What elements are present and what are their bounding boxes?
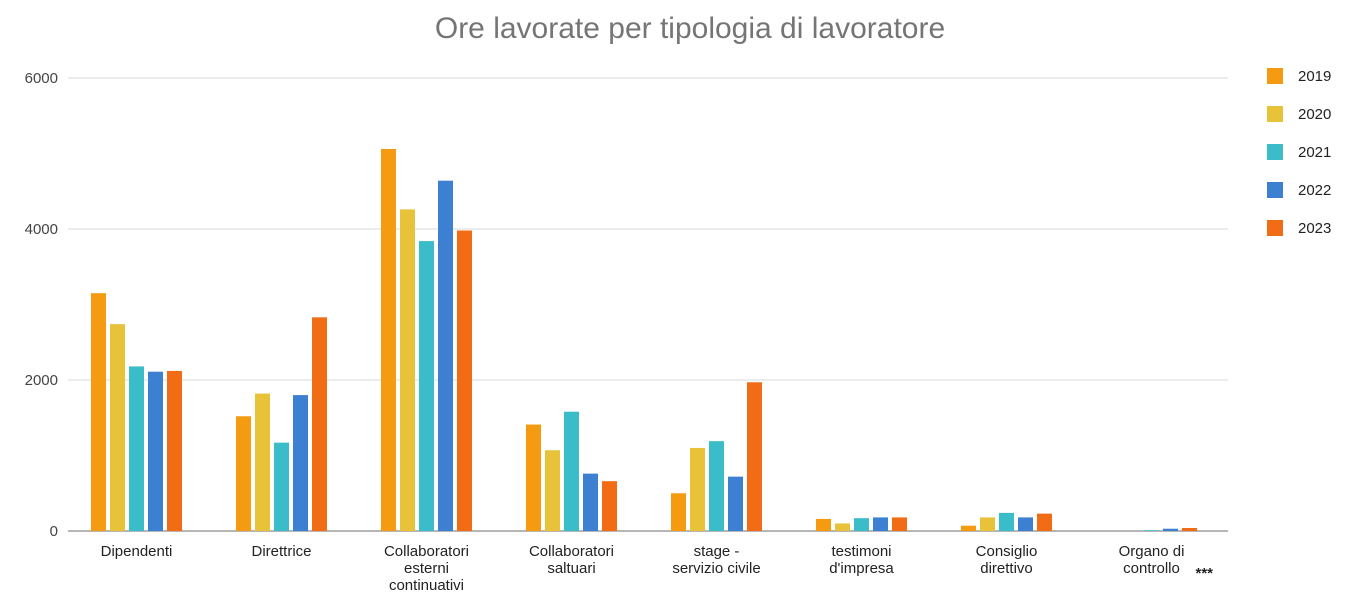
- bar: [438, 180, 453, 531]
- bar: [671, 493, 686, 531]
- x-category-label: Dipendenti: [101, 543, 173, 560]
- bar: [854, 518, 869, 531]
- bar: [110, 324, 125, 531]
- bar: [1018, 517, 1033, 531]
- bar: [980, 517, 995, 531]
- bar: [1037, 513, 1052, 531]
- bar: [709, 441, 724, 531]
- legend: 2019 2020 2021 2022 2023: [1267, 68, 1331, 237]
- bar: [602, 481, 617, 531]
- bar: [747, 382, 762, 531]
- bar: [457, 230, 472, 531]
- bar: [961, 525, 976, 531]
- legend-swatch: [1267, 220, 1283, 236]
- y-axis-ticks: 0 2000 4000 6000: [25, 70, 58, 540]
- y-tick-label: 2000: [25, 372, 58, 389]
- bar: [1144, 530, 1159, 531]
- bar: [400, 209, 415, 531]
- bar: [312, 317, 327, 531]
- bar: [129, 366, 144, 531]
- legend-swatch: [1267, 68, 1283, 84]
- bar: [564, 411, 579, 531]
- x-category-label: Direttrice: [251, 543, 311, 560]
- bar: [892, 517, 907, 531]
- bar: [91, 293, 106, 531]
- legend-label: 2023: [1298, 220, 1331, 237]
- legend-label: 2019: [1298, 68, 1331, 85]
- bar: [545, 450, 560, 531]
- bar: [236, 416, 251, 531]
- legend-swatch: [1267, 182, 1283, 198]
- bar: [274, 442, 289, 531]
- bar: [148, 371, 163, 531]
- bar: [419, 241, 434, 531]
- bar: [999, 512, 1014, 531]
- bar: [583, 473, 598, 531]
- y-tick-label: 6000: [25, 70, 58, 87]
- bar: [381, 148, 396, 531]
- x-category-label: Collaboratori esterni continuativi: [384, 543, 469, 594]
- y-tick-label: 4000: [25, 221, 58, 238]
- legend-label: 2022: [1298, 182, 1331, 199]
- bar: [728, 476, 743, 531]
- x-category-label: Organo di controllo: [1119, 543, 1185, 577]
- bars: [91, 148, 1197, 531]
- x-category-label: stage -servizio civile: [672, 543, 760, 577]
- bar: [526, 424, 541, 531]
- legend-label: 2021: [1298, 144, 1331, 161]
- bar: [293, 395, 308, 531]
- chart-title: Ore lavorate per tipologia di lavoratore: [435, 12, 945, 45]
- legend-swatch: [1267, 144, 1283, 160]
- y-tick-label: 0: [50, 523, 58, 540]
- bar: [1182, 527, 1197, 531]
- x-category-label: testimoni d'impresa: [829, 543, 894, 577]
- bar: [255, 393, 270, 531]
- x-category-label: Collaboratori saltuari: [529, 543, 614, 577]
- bar: [816, 518, 831, 531]
- footnote-marker: ***: [1196, 565, 1214, 582]
- bar: [1163, 528, 1178, 531]
- bar: [690, 447, 705, 531]
- bar: [835, 523, 850, 531]
- x-category-label: Consiglio direttivo: [976, 543, 1038, 577]
- bar: [167, 370, 182, 531]
- legend-label: 2020: [1298, 106, 1331, 123]
- bar: [873, 517, 888, 531]
- x-axis-categories: Dipendenti Direttrice Collaboratori esterni…: [101, 543, 1214, 594]
- legend-swatch: [1267, 106, 1283, 122]
